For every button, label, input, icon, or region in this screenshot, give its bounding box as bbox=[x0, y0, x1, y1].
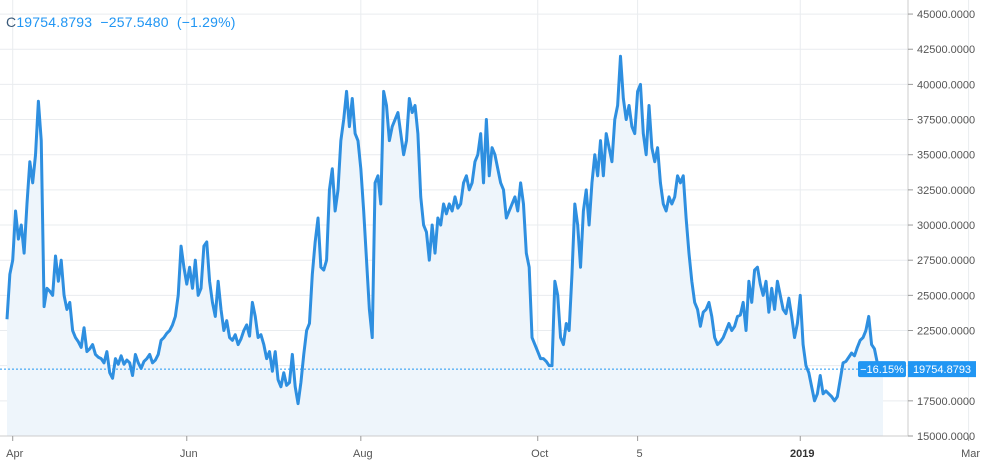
y-tick-label: 45000.0000 bbox=[917, 9, 975, 21]
y-tick-label: 22500.0000 bbox=[917, 326, 975, 338]
y-tick-label: 32500.0000 bbox=[917, 185, 975, 197]
price-area-fill bbox=[7, 56, 883, 436]
x-tick-label: Oct bbox=[531, 448, 548, 460]
price-line[interactable] bbox=[5, 54, 885, 406]
y-tick-label: 30000.0000 bbox=[917, 220, 975, 232]
y-axis: 15000.000017500.000020000.000022500.0000… bbox=[908, 9, 975, 443]
pct-change-badge-bg bbox=[858, 361, 906, 378]
y-tick-label: 15000.0000 bbox=[917, 431, 975, 443]
legend-last-value: 19754.8793 bbox=[16, 14, 93, 30]
x-tick-label: 5 bbox=[637, 448, 643, 460]
y-tick-label: 27500.0000 bbox=[917, 255, 975, 267]
pct-change-badge-text: −16.15% bbox=[860, 364, 904, 376]
x-tick-label: Jun bbox=[180, 448, 198, 460]
price-badge: 19754.8793 bbox=[908, 361, 976, 378]
y-tick-label: 25000.0000 bbox=[917, 290, 975, 302]
price-badge-bg bbox=[908, 361, 976, 378]
y-tick-label: 35000.0000 bbox=[917, 150, 975, 162]
x-tick-label: Aug bbox=[353, 448, 373, 460]
x-axis: AprJunAugOct52019Mar2 bbox=[6, 436, 980, 460]
price-badge-text: 19754.8793 bbox=[913, 364, 971, 376]
pct-change-badge: −16.15% bbox=[858, 361, 906, 378]
y-tick-label: 37500.0000 bbox=[917, 115, 975, 127]
y-tick-label: 40000.0000 bbox=[917, 79, 975, 91]
legend-change-pct: (−1.29%) bbox=[176, 14, 236, 30]
chart-legend: C19754.8793 −257.5480 (−1.29%) bbox=[6, 14, 240, 30]
y-tick-label: 42500.0000 bbox=[917, 44, 975, 56]
x-tick-label: Mar bbox=[961, 448, 980, 460]
x-tick-label: Apr bbox=[6, 448, 23, 460]
y-tick-label: 17500.0000 bbox=[917, 396, 975, 408]
legend-symbol: C bbox=[6, 14, 17, 30]
legend-change: −257.5480 bbox=[100, 14, 169, 30]
x-tick-label: 2019 bbox=[790, 448, 814, 460]
